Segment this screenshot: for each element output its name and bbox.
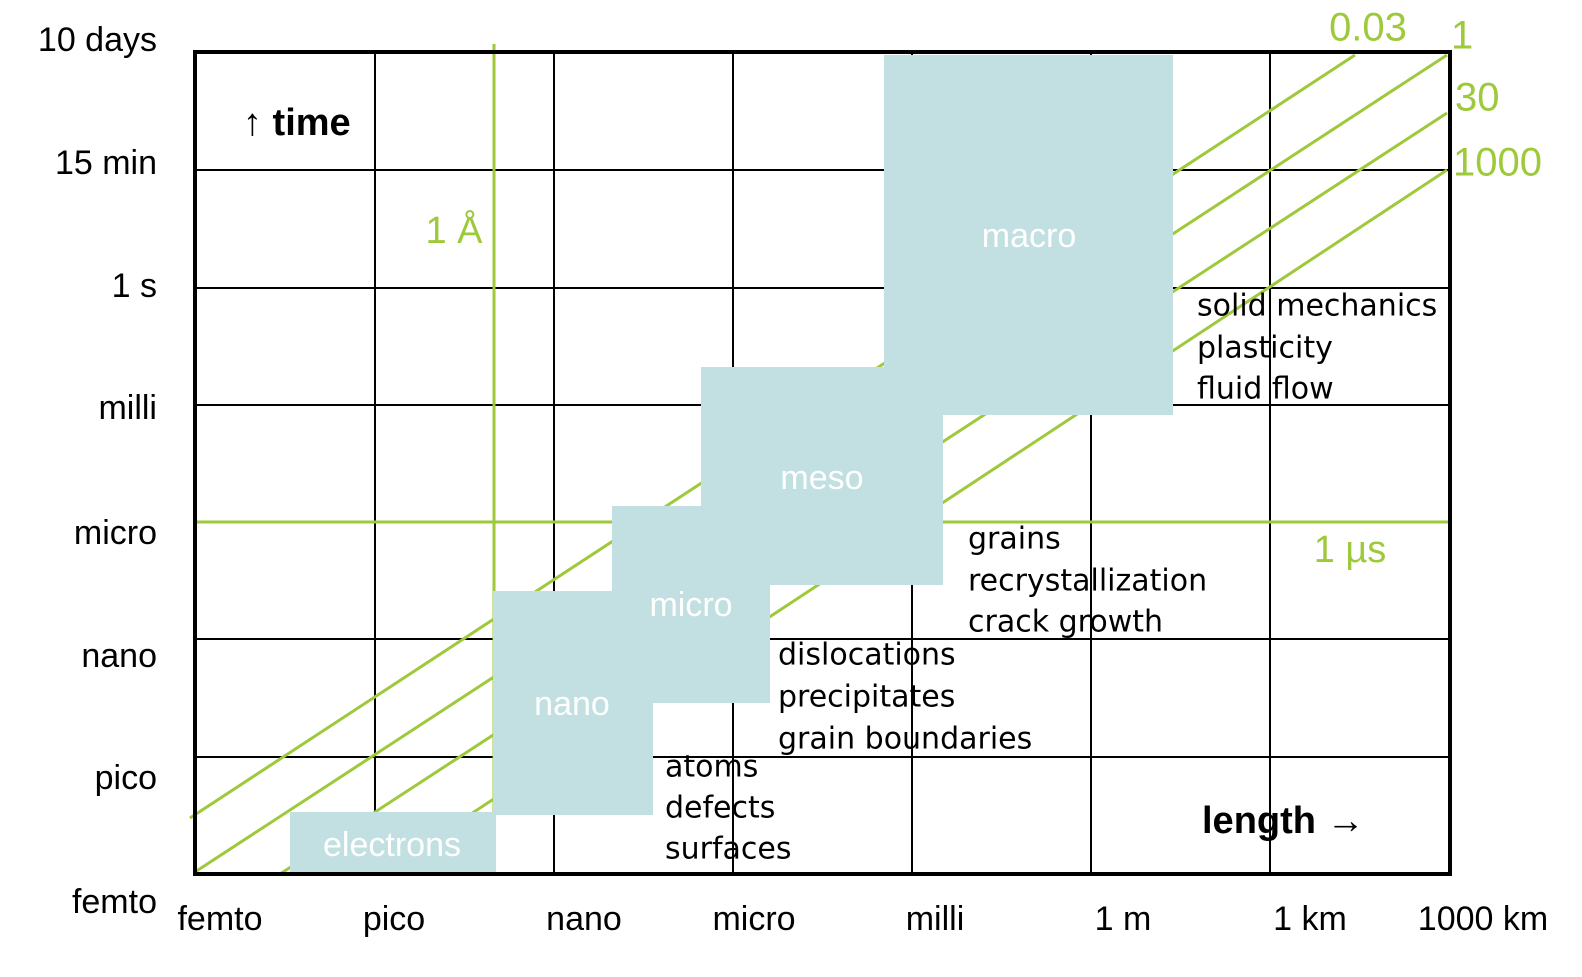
frame bbox=[193, 50, 1452, 876]
y-label: micro bbox=[74, 514, 157, 552]
x-label: milli bbox=[906, 900, 965, 938]
y-label: nano bbox=[81, 637, 157, 675]
diagonal-label: 30 bbox=[1455, 76, 1500, 120]
phenomenon: grains bbox=[968, 522, 1061, 557]
phenomenon: crack growth bbox=[968, 605, 1163, 640]
phenomenon: precipitates bbox=[778, 680, 955, 715]
x-label: micro bbox=[712, 900, 795, 938]
regime-label: macro bbox=[982, 217, 1076, 255]
phenomenon: surfaces bbox=[665, 832, 792, 867]
regime-label: nano bbox=[534, 685, 610, 723]
phenomenon: defects bbox=[665, 791, 775, 826]
y-axis-title: ↑ time bbox=[243, 102, 351, 144]
phenomenon: plasticity bbox=[1197, 331, 1333, 366]
y-labels: 10 days 15 min 1 s milli micro nano pico… bbox=[38, 21, 157, 921]
y-label: 1 s bbox=[112, 267, 157, 305]
regime-label: micro bbox=[649, 586, 732, 624]
x-label: 1 km bbox=[1273, 900, 1347, 938]
y-label: femto bbox=[72, 883, 157, 921]
phenomenon: atoms bbox=[665, 750, 758, 785]
regime-label: meso bbox=[780, 459, 863, 497]
phenomenon: recrystallization bbox=[968, 564, 1207, 599]
phenomenon: solid mechanics bbox=[1197, 289, 1437, 324]
phenomenon: fluid flow bbox=[1197, 372, 1334, 407]
y-label: 10 days bbox=[38, 21, 157, 59]
length-ref-label: 1 Å bbox=[425, 208, 483, 252]
x-axis-title: length → bbox=[1202, 800, 1365, 842]
phenomenon: grain boundaries bbox=[778, 722, 1032, 757]
diagonal-label: 1 bbox=[1451, 14, 1473, 58]
x-label: nano bbox=[546, 900, 622, 938]
x-labels: femto pico nano micro milli 1 m 1 km 100… bbox=[177, 900, 1548, 938]
regime-label: electrons bbox=[323, 826, 461, 864]
diagonal-label: 0.03 bbox=[1329, 6, 1407, 50]
x-label: pico bbox=[363, 900, 425, 938]
x-label: femto bbox=[177, 900, 262, 938]
x-label: 1 m bbox=[1095, 900, 1152, 938]
diagonal-label: 1000 bbox=[1453, 141, 1542, 185]
y-label: milli bbox=[98, 389, 157, 427]
phenomenon: dislocations bbox=[778, 638, 956, 673]
y-label: pico bbox=[95, 759, 157, 797]
regime-boxes bbox=[290, 55, 1173, 876]
y-label: 15 min bbox=[55, 144, 157, 182]
time-ref-label: 1 µs bbox=[1314, 529, 1387, 571]
x-label: 1000 km bbox=[1418, 900, 1548, 938]
